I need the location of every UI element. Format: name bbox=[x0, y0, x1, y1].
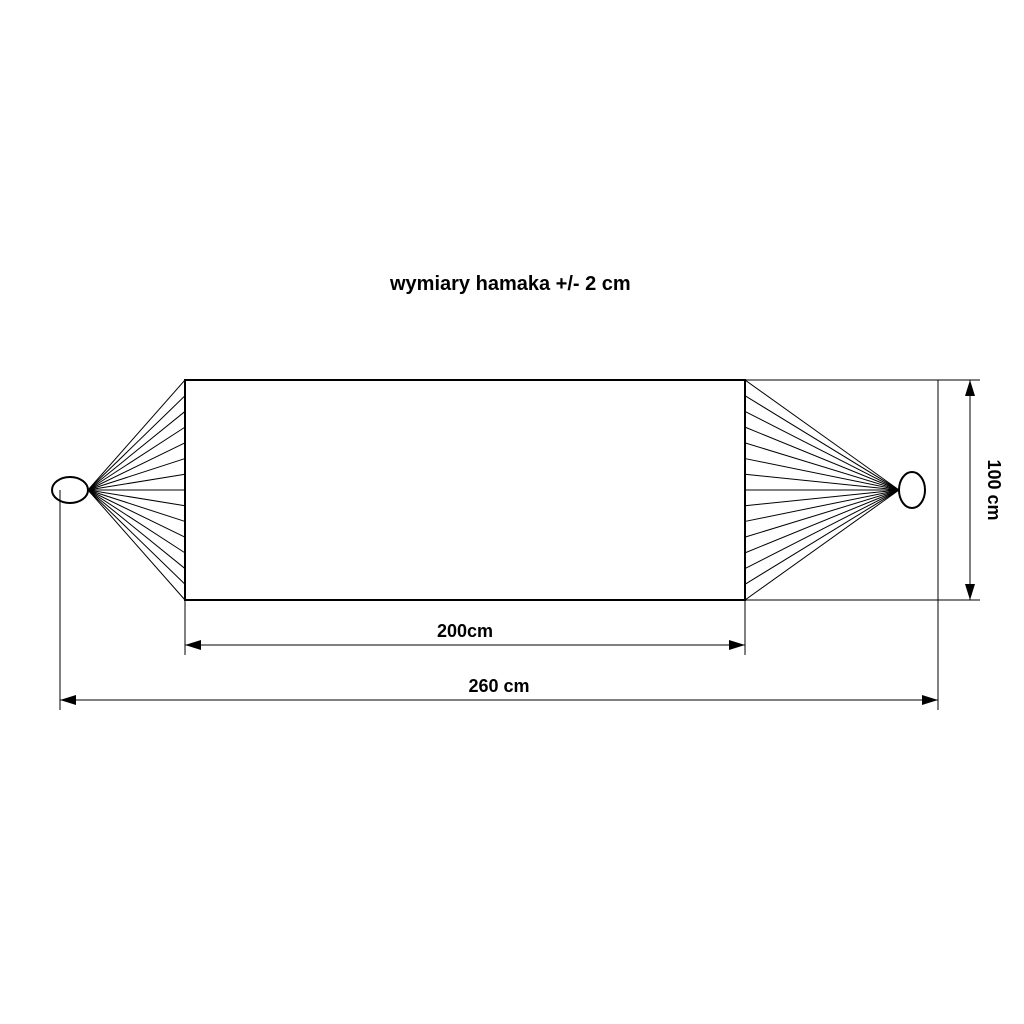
rope-line bbox=[88, 490, 185, 600]
rope-line bbox=[745, 490, 899, 553]
rope-line bbox=[745, 443, 899, 490]
rope-line bbox=[88, 490, 185, 521]
rope-line bbox=[745, 490, 899, 584]
rope-line bbox=[745, 459, 899, 490]
rope-line bbox=[745, 474, 899, 490]
rope-line bbox=[88, 490, 185, 506]
rope-line bbox=[88, 490, 185, 537]
arrow-head-icon bbox=[922, 695, 938, 705]
dimension-total-width: 260 cm bbox=[60, 676, 938, 705]
rope-line bbox=[745, 490, 899, 569]
dimension-height: 100 cm bbox=[965, 380, 1004, 600]
rope-line bbox=[745, 490, 899, 521]
hammock-dimension-diagram: wymiary hamaka +/- 2 cm 200cm 260 cm 100… bbox=[0, 0, 1024, 1024]
rope-fan-left bbox=[88, 380, 185, 600]
rope-line bbox=[88, 474, 185, 490]
hammock-body bbox=[185, 380, 745, 600]
rope-line bbox=[745, 380, 899, 490]
rope-line bbox=[745, 490, 899, 506]
extension-lines bbox=[60, 380, 980, 710]
rope-line bbox=[745, 427, 899, 490]
rope-line bbox=[745, 396, 899, 490]
dimension-label: 260 cm bbox=[468, 676, 529, 696]
arrow-head-icon bbox=[965, 380, 975, 396]
arrow-head-icon bbox=[60, 695, 76, 705]
rope-line bbox=[88, 411, 185, 490]
rope-line bbox=[88, 490, 185, 584]
rope-line bbox=[88, 490, 185, 569]
arrow-head-icon bbox=[185, 640, 201, 650]
rope-line bbox=[88, 490, 185, 553]
arrow-head-icon bbox=[965, 584, 975, 600]
rope-line bbox=[745, 490, 899, 600]
rope-line bbox=[88, 427, 185, 490]
hammock-loop-left bbox=[52, 477, 88, 503]
rope-line bbox=[88, 443, 185, 490]
rope-line bbox=[745, 490, 899, 537]
dimension-label: 100 cm bbox=[984, 459, 1004, 520]
diagram-title: wymiary hamaka +/- 2 cm bbox=[389, 273, 631, 295]
rope-line bbox=[88, 380, 185, 490]
rope-fan-right bbox=[745, 380, 899, 600]
arrow-head-icon bbox=[729, 640, 745, 650]
dimension-label: 200cm bbox=[437, 621, 493, 641]
rope-line bbox=[88, 396, 185, 490]
rope-line bbox=[88, 459, 185, 490]
dimension-body-width: 200cm bbox=[185, 621, 745, 650]
hammock-loop-right bbox=[899, 472, 925, 508]
rope-line bbox=[745, 411, 899, 490]
